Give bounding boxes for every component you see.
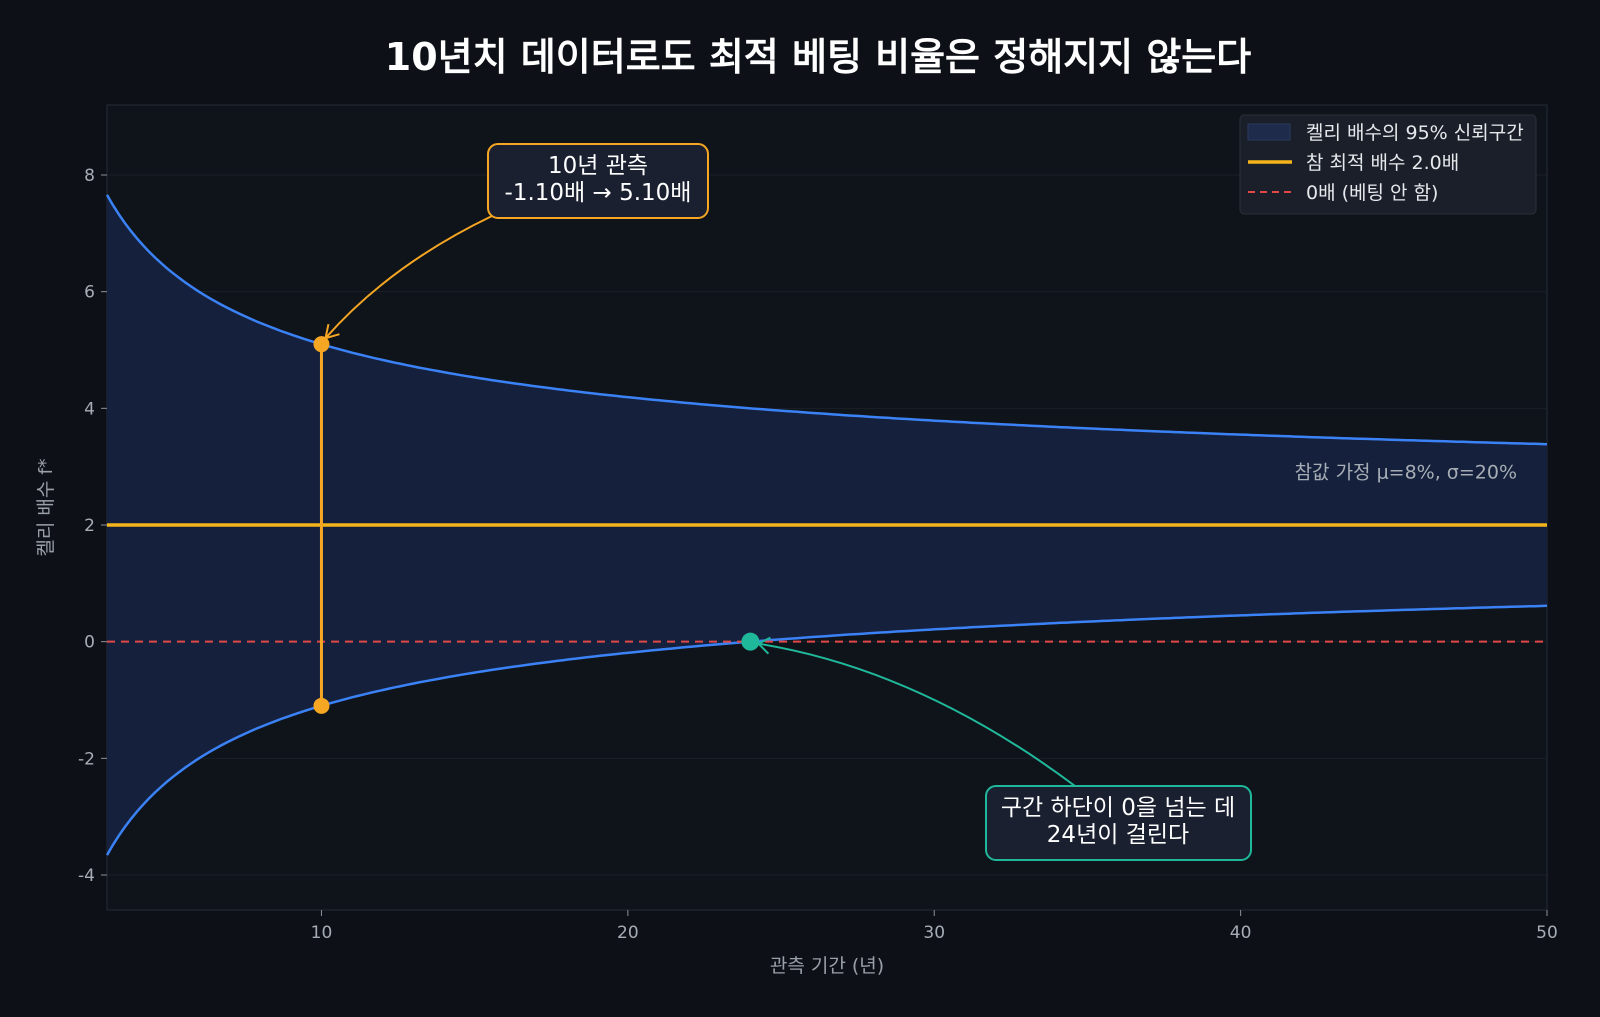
y-tick-label: 6 — [84, 283, 95, 303]
crossing-arrow — [758, 642, 1076, 787]
y-tick-label: -4 — [78, 866, 95, 886]
y-tick-label: -2 — [78, 749, 95, 769]
legend-label: 0배 (베팅 안 함) — [1306, 182, 1438, 204]
x-tick-label: 20 — [617, 923, 639, 943]
legend-label: 켈리 배수의 95% 신뢰구간 — [1306, 122, 1524, 144]
band-lower-line — [105, 604, 1548, 856]
axis-ticks: -4 -2 0 2 4 6 8 10 20 30 40 50 — [78, 166, 1558, 943]
ten-year-arrow — [324, 215, 493, 339]
x-axis-label: 관측 기간 (년) — [770, 955, 884, 977]
ten-year-upper-point — [313, 336, 330, 353]
legend-label: 참 최적 배수 2.0배 — [1306, 152, 1459, 174]
ten-year-annotation-line: -1.10배 → 5.10배 — [505, 180, 692, 206]
band-upper-line — [105, 194, 1548, 446]
y-tick-label: 8 — [84, 166, 95, 186]
crossing-annotation-line: 구간 하단이 0을 넘는 데 — [1001, 795, 1235, 821]
chart-title: 10년치 데이터로도 최적 베팅 비율은 정해지지 않는다 — [385, 35, 1251, 79]
crossing-annotation-box — [985, 785, 1252, 861]
ten-year-annotation-box — [487, 143, 709, 219]
x-tick-label: 50 — [1536, 923, 1558, 943]
x-tick-label: 10 — [311, 923, 333, 943]
legend-swatch-band — [1247, 123, 1291, 141]
y-axis-label: 켈리 배수 f* — [35, 458, 57, 556]
crossing-annotation-line: 24년이 걸린다 — [1047, 822, 1189, 848]
legend-box — [1239, 114, 1537, 215]
y-tick-label: 0 — [84, 633, 95, 653]
assumption-note: 참값 가정 μ=8%, σ=20% — [1295, 461, 1517, 483]
reference-lines — [107, 523, 1547, 643]
ten-year-annotation-line: 10년 관측 — [548, 153, 648, 179]
y-tick-label: 2 — [84, 516, 95, 536]
crossing-point — [741, 632, 760, 651]
ten-year-arrow-head — [324, 323, 340, 340]
x-tick-label: 30 — [923, 923, 945, 943]
x-tick-label: 40 — [1230, 923, 1252, 943]
ten-year-lower-point — [313, 697, 330, 714]
y-tick-label: 4 — [84, 399, 95, 419]
